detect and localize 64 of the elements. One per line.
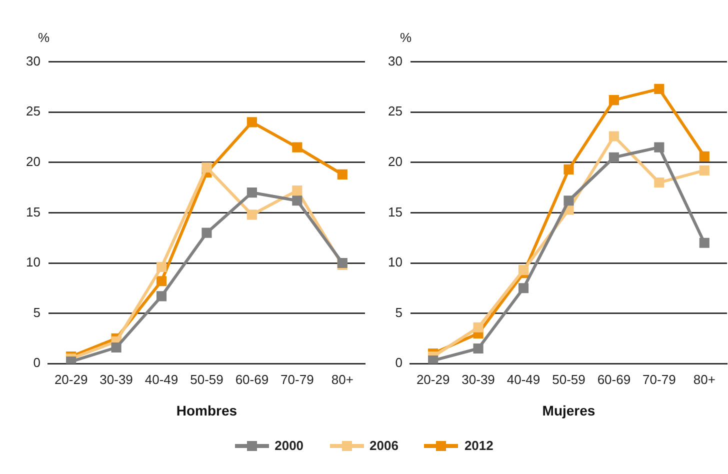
y-tick-label: 15 — [388, 204, 402, 220]
x-tick-label: 60-69 — [235, 372, 269, 387]
y-tick-label: 10 — [26, 254, 40, 270]
point — [654, 142, 664, 152]
point — [156, 276, 167, 286]
x-tick-label: 80+ — [693, 372, 716, 387]
x-tick-label: 20-29 — [416, 372, 450, 387]
point — [654, 177, 664, 188]
point — [156, 262, 167, 272]
y-tick-label: 20 — [26, 154, 40, 169]
x-axis-title: Mujeres — [542, 402, 596, 418]
x-tick-label: 30-39 — [100, 372, 133, 387]
y-tick-label: 0 — [395, 355, 402, 370]
point — [292, 142, 302, 152]
y-tick-label: 5 — [395, 304, 402, 320]
x-tick-label: 50-59 — [190, 372, 224, 387]
point — [608, 94, 619, 106]
legend-label: 2000 — [274, 438, 304, 453]
point — [428, 356, 438, 364]
point — [564, 164, 574, 174]
legend-label: 2006 — [370, 438, 398, 453]
legend-label: 2012 — [464, 438, 494, 453]
y-tick-label: 5 — [33, 304, 40, 320]
point — [564, 196, 574, 206]
y-tick-label: 30 — [26, 53, 40, 68]
point — [699, 151, 710, 162]
x-tick-label: 70-79 — [280, 372, 314, 387]
point — [246, 117, 257, 128]
point — [337, 169, 348, 180]
point — [111, 342, 122, 353]
point — [699, 165, 710, 176]
point — [473, 343, 484, 354]
x-tick-label: 60-69 — [597, 372, 631, 387]
x-tick-label: 70-79 — [642, 372, 676, 387]
x-axis-title: Hombres — [176, 402, 238, 418]
y-tick-label: 25 — [26, 104, 40, 119]
y-tick-label: 30 — [388, 53, 402, 68]
y-tick-label: 20 — [388, 154, 402, 169]
point — [202, 162, 212, 172]
point — [699, 238, 710, 248]
x-tick-label: 80+ — [331, 372, 354, 387]
point — [518, 265, 529, 276]
x-tick-label: 30-39 — [462, 372, 495, 387]
y-tick-label: 15 — [26, 204, 40, 220]
y-tick-label: 25 — [388, 104, 402, 119]
point — [292, 186, 302, 196]
y-axis-title: % — [400, 30, 412, 45]
point — [608, 131, 619, 142]
point — [518, 283, 529, 294]
point — [473, 322, 484, 332]
point — [202, 228, 212, 238]
y-tick-label: 10 — [388, 254, 402, 270]
x-tick-label: 20-29 — [54, 372, 88, 387]
y-axis-title: % — [38, 30, 50, 45]
point — [292, 196, 302, 206]
x-tick-label: 40-49 — [506, 372, 540, 387]
point — [246, 188, 257, 198]
point — [246, 210, 257, 220]
point — [608, 152, 619, 162]
point — [156, 291, 167, 302]
x-tick-label: 50-59 — [552, 372, 586, 387]
y-tick-label: 0 — [33, 355, 40, 370]
x-tick-label: 40-49 — [144, 372, 178, 387]
point — [654, 84, 664, 94]
